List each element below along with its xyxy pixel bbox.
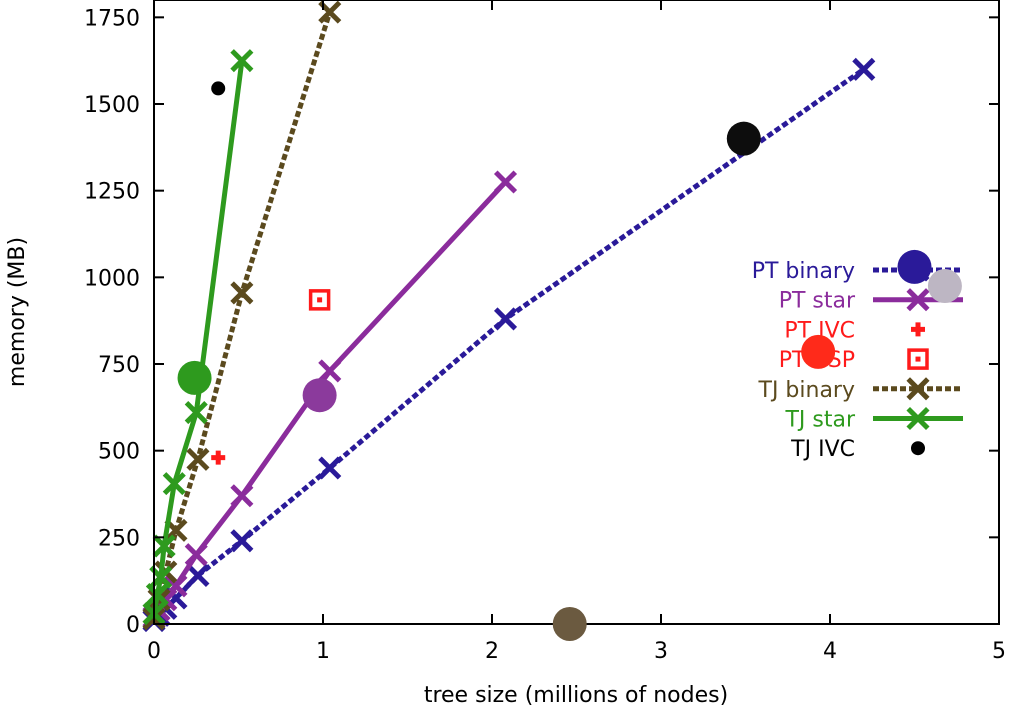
series-layer — [142, 0, 876, 633]
data-point-pt-star — [318, 359, 342, 383]
data-point-pt-binary — [318, 456, 342, 480]
data-point-tj-binary — [230, 281, 254, 305]
plot-frame — [153, 0, 1000, 625]
overlay-circle — [552, 607, 587, 641]
y-tick-label: 750 — [98, 353, 140, 378]
y-tick-label: 0 — [126, 613, 140, 638]
data-point-pt-star — [164, 574, 188, 598]
series-tj-ivc — [211, 81, 226, 96]
data-point-pt-star — [184, 543, 208, 567]
data-point-pt-star — [493, 170, 518, 194]
data-point-tj-star — [152, 534, 176, 558]
overlay-circle — [801, 334, 836, 369]
series-pt-ivc — [211, 450, 226, 465]
data-point-pt-star — [230, 484, 254, 508]
axes-layer — [153, 0, 1000, 625]
series-pt-binary — [142, 57, 876, 633]
y-tick-label: 250 — [98, 526, 140, 551]
legend-label-tj-ivc: TJ IVC — [790, 437, 855, 462]
overlay-circle — [897, 249, 932, 284]
y-tick-label: 1000 — [84, 266, 140, 291]
legend-marker-tj-star — [906, 406, 930, 431]
x-tick-label: 4 — [823, 639, 837, 664]
series-tj-binary — [142, 0, 342, 631]
x-tick-label: 3 — [654, 639, 668, 664]
data-point-pt-csp-center — [317, 297, 323, 303]
x-tick-label: 1 — [316, 639, 330, 664]
legend-marker-pt-star — [906, 288, 930, 312]
overlay-circle — [177, 360, 212, 395]
tick-layer: 0 1 2 3 4 5 0 250 500 750 1000 1250 1500 1750 — [84, 0, 1006, 664]
data-point-tj-binary — [186, 447, 210, 471]
data-point-tj-binary — [164, 518, 188, 542]
data-point-tj-star — [230, 49, 254, 73]
y-tick-label: 500 — [98, 440, 140, 465]
legend-marker-tj-binary — [906, 377, 930, 401]
overlay-circle — [726, 121, 761, 156]
data-point-tj-star — [145, 582, 169, 607]
legend-label-tj-binary: TJ binary — [758, 378, 856, 403]
x-tick-label: 2 — [485, 639, 499, 664]
data-point-pt-binary — [230, 529, 254, 553]
data-point-pt-binary — [493, 307, 518, 331]
legend-marker-pt-ivc — [911, 322, 925, 337]
series-line-pt-binary — [152, 67, 866, 623]
legend-label-tj-star: TJ star — [784, 408, 855, 433]
data-point-tj-binary — [318, 0, 342, 24]
legend-marker-tj-ivc — [911, 441, 925, 456]
legend-marker-pt-csp-center — [915, 356, 921, 362]
series-pt-csp — [308, 289, 331, 311]
x-tick-label: 5 — [992, 639, 1006, 664]
overlay-circle — [927, 269, 962, 303]
y-axis-label: memory (MB) — [5, 237, 30, 387]
legend-label-pt-star: PT star — [779, 289, 856, 314]
y-tick-label: 1500 — [84, 93, 140, 118]
data-point-tj-star — [184, 400, 208, 425]
y-tick-label: 1750 — [84, 6, 140, 31]
data-point-tj-ivc — [211, 81, 226, 96]
data-point-pt-binary — [186, 563, 210, 588]
data-point-tj-star — [162, 472, 186, 496]
x-tick-label: 0 — [147, 639, 161, 664]
data-point-pt-binary — [852, 57, 876, 81]
series-tj-star — [142, 49, 254, 626]
data-point-pt-ivc — [211, 450, 226, 465]
overlay-circle — [302, 378, 337, 413]
x-axis-label: tree size (millions of nodes) — [424, 683, 728, 708]
overlay-layer — [177, 121, 962, 641]
data-point-tj-star — [149, 565, 173, 589]
legend-label-pt-binary: PT binary — [752, 259, 855, 284]
y-tick-label: 1250 — [84, 180, 140, 205]
